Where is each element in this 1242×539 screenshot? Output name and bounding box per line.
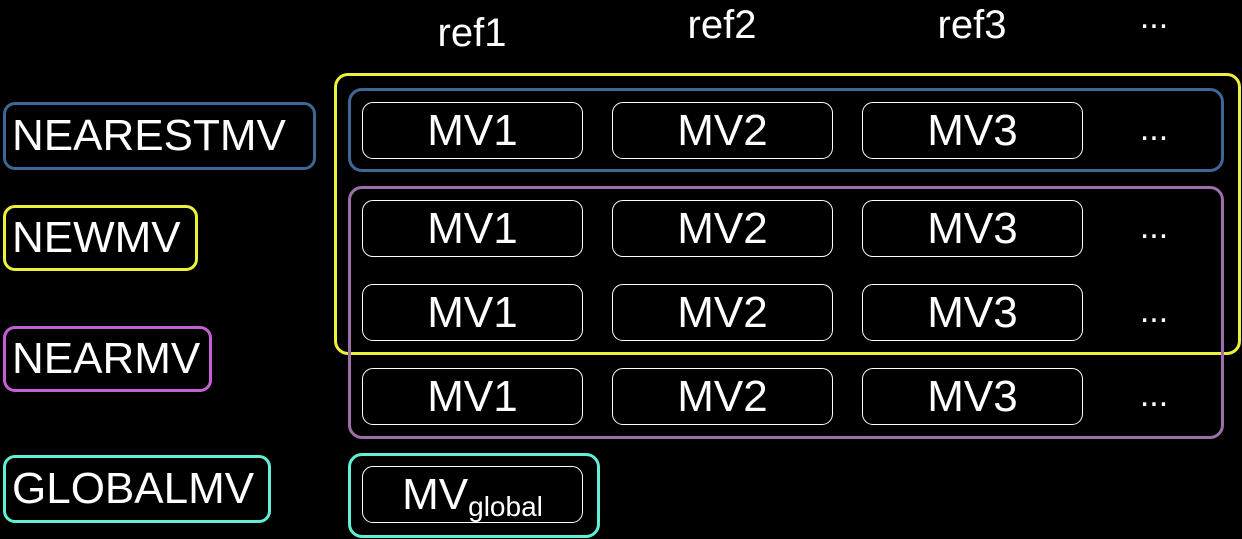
mv-global-cell: MV global	[362, 466, 583, 523]
mode-label-globalmv: GLOBALMV	[3, 455, 271, 523]
newmv-group-box	[334, 73, 1241, 355]
mv-global-subscript: global	[468, 490, 543, 522]
mv-cell: MV1	[362, 284, 583, 341]
mode-label-nearestmv: NEARESTMV	[3, 102, 316, 170]
mv-cell: MV2	[612, 102, 833, 159]
column-header-more: ...	[1139, 0, 1169, 36]
mv-cell: MV3	[862, 102, 1083, 159]
column-header-ref2: ref2	[687, 3, 757, 47]
mv-cell: MV1	[362, 200, 583, 257]
column-header-ref3: ref3	[937, 3, 1007, 47]
more-ellipsis: ...	[1139, 292, 1169, 330]
globalmv-group-box	[348, 453, 600, 538]
column-header-ref1: ref1	[437, 11, 507, 55]
mv-cell: MV2	[612, 284, 833, 341]
more-ellipsis: ...	[1139, 208, 1169, 246]
nearestmv-group-box	[348, 88, 1224, 172]
mv-cell: MV1	[362, 102, 583, 159]
mode-label-newmv: NEWMV	[3, 205, 198, 271]
mv-cell: MV2	[612, 368, 833, 425]
nearmv-group-box	[348, 186, 1224, 439]
mode-label-nearmv: NEARMV	[3, 326, 212, 392]
mv-global-base: MV	[402, 469, 469, 519]
mv-cell: MV1	[362, 368, 583, 425]
more-ellipsis: ...	[1139, 110, 1169, 148]
mv-cell: MV3	[862, 200, 1083, 257]
mv-cell: MV3	[862, 284, 1083, 341]
more-ellipsis: ...	[1139, 376, 1169, 414]
mv-cell: MV3	[862, 368, 1083, 425]
mv-cell: MV2	[612, 200, 833, 257]
